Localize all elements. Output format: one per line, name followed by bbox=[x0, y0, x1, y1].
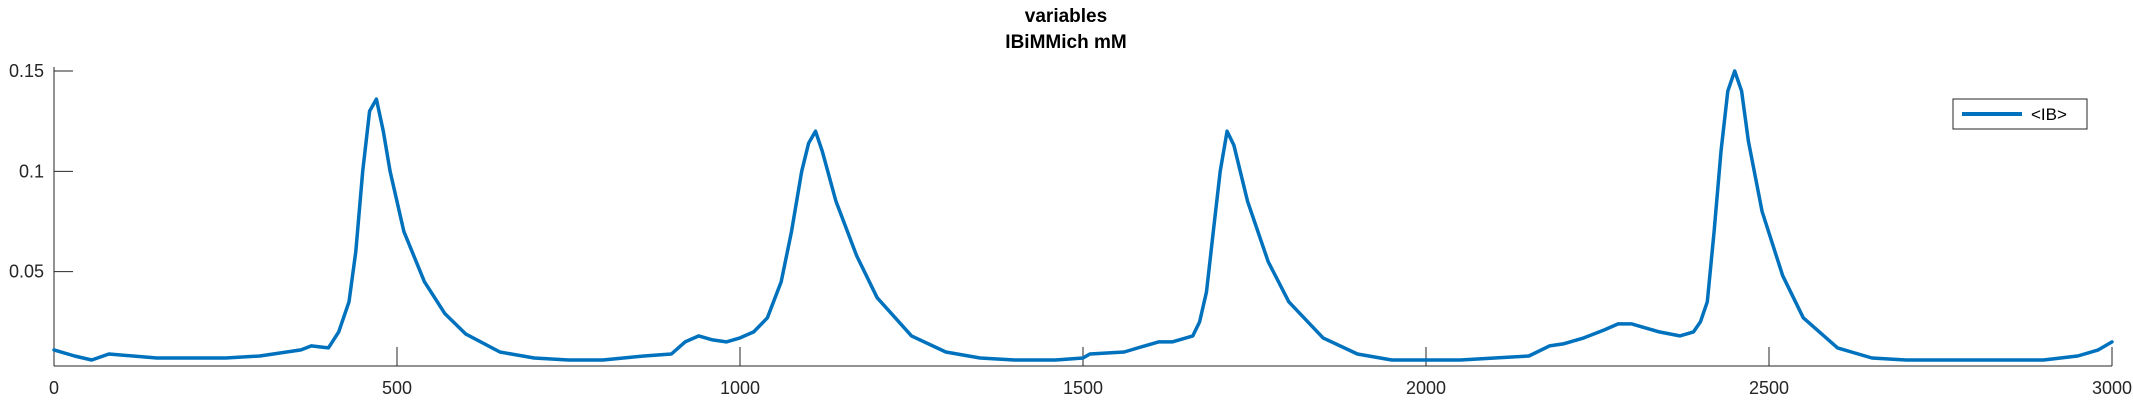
chart-title: variables bbox=[1025, 6, 1107, 27]
y-tick-label: 0.15 bbox=[9, 61, 44, 81]
legend-label: <IB> bbox=[2031, 105, 2067, 124]
chart-subtitle: IBiMMich mM bbox=[1005, 32, 1126, 53]
legend: <IB> bbox=[1952, 98, 2088, 130]
x-tick-label: 3000 bbox=[2092, 378, 2132, 398]
x-tick-label: 1500 bbox=[1063, 378, 1103, 398]
x-tick-label: 1000 bbox=[720, 378, 760, 398]
x-tick-label: 500 bbox=[382, 378, 412, 398]
series-line bbox=[52, 69, 2114, 362]
series-layer bbox=[52, 69, 2114, 362]
x-tick-label: 0 bbox=[49, 378, 59, 398]
y-tick-label: 0.05 bbox=[9, 262, 44, 282]
x-tick-label: 2000 bbox=[1406, 378, 1446, 398]
y-tick-label: 0.1 bbox=[19, 161, 44, 181]
x-tick-label: 2500 bbox=[1749, 378, 1789, 398]
axes: 0 500 1000 1500 2000 2500 3000 0.05 0.1 0.15 bbox=[9, 61, 2132, 398]
